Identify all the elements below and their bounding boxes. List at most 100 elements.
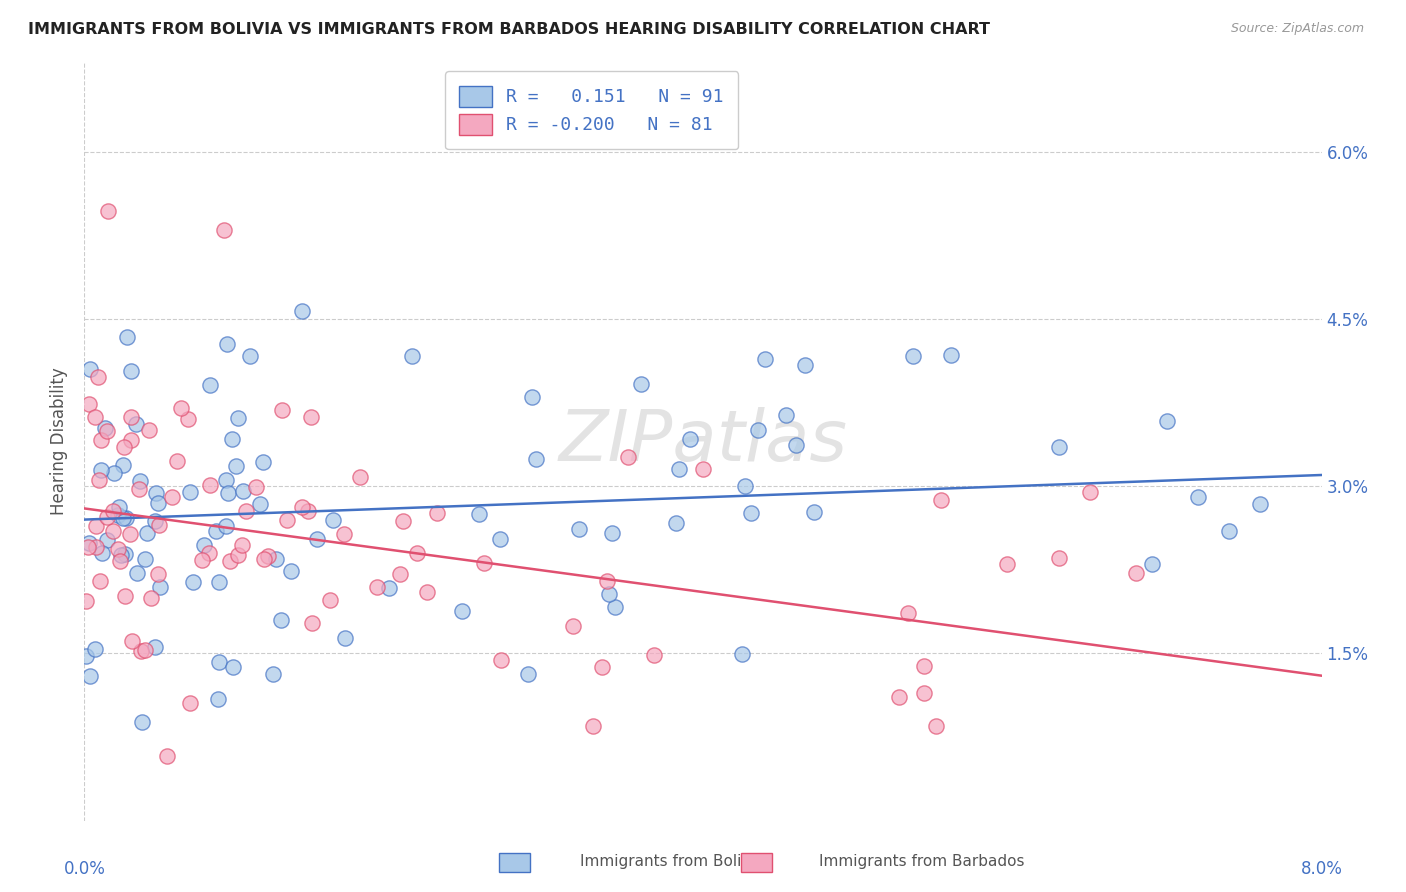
Y-axis label: Hearing Disability: Hearing Disability: [51, 368, 69, 516]
Point: [149, 580, 172, 594]
Point: [134, 643, 156, 657]
Point: [644, 648, 666, 662]
Point: [785, 438, 807, 452]
Point: [96, 533, 118, 548]
Point: [1047, 441, 1070, 455]
Point: [740, 506, 762, 520]
Point: [596, 574, 619, 588]
Point: [668, 461, 690, 475]
Point: [218, 554, 240, 568]
Point: [91, 546, 114, 560]
Point: [245, 480, 267, 494]
Point: [115, 511, 138, 525]
Point: [77, 540, 100, 554]
Point: [134, 552, 156, 566]
Point: [603, 599, 626, 614]
Point: [103, 524, 125, 538]
Point: [472, 556, 495, 570]
Point: [84, 409, 107, 424]
Point: [939, 348, 962, 362]
Point: [128, 483, 150, 497]
Point: [253, 551, 276, 566]
Point: [96, 424, 118, 438]
Point: [630, 376, 652, 391]
Point: [146, 496, 169, 510]
Point: [270, 613, 292, 627]
Point: [77, 397, 100, 411]
Point: [1156, 414, 1178, 428]
Point: [179, 484, 201, 499]
Point: [205, 524, 228, 538]
Point: [488, 532, 510, 546]
Point: [401, 349, 423, 363]
Point: [115, 330, 138, 344]
Point: [332, 527, 354, 541]
Point: [617, 450, 640, 464]
Point: [114, 589, 136, 603]
Point: [169, 401, 191, 415]
Point: [146, 566, 169, 581]
Point: [235, 504, 257, 518]
Point: [333, 631, 356, 645]
Point: [1047, 550, 1070, 565]
Point: [207, 692, 229, 706]
Point: [79, 669, 101, 683]
Point: [887, 690, 910, 705]
Point: [392, 514, 415, 528]
Point: [83, 641, 105, 656]
Point: [120, 526, 142, 541]
Point: [226, 411, 249, 425]
Point: [256, 549, 278, 563]
Point: [366, 580, 388, 594]
Point: [87, 473, 110, 487]
Point: [276, 513, 298, 527]
Point: [568, 522, 591, 536]
Point: [79, 535, 101, 549]
Point: [389, 567, 412, 582]
Point: [107, 508, 129, 523]
Point: [217, 486, 239, 500]
Point: [177, 412, 200, 426]
Point: [249, 497, 271, 511]
Point: [1218, 524, 1240, 538]
Point: [143, 514, 166, 528]
Point: [145, 485, 167, 500]
Point: [280, 564, 302, 578]
Point: [291, 304, 314, 318]
Point: [111, 458, 134, 472]
Point: [731, 648, 754, 662]
Text: ZIPatlas: ZIPatlas: [558, 407, 848, 476]
Point: [591, 660, 613, 674]
Point: [108, 554, 131, 568]
Point: [803, 505, 825, 519]
Point: [319, 593, 342, 607]
Point: [75, 594, 97, 608]
Point: [1187, 490, 1209, 504]
Point: [378, 581, 401, 595]
Point: [679, 433, 702, 447]
Text: Immigrants from Bolivia: Immigrants from Bolivia: [541, 854, 765, 869]
Point: [301, 616, 323, 631]
Point: [75, 648, 97, 663]
Point: [114, 547, 136, 561]
Point: [349, 470, 371, 484]
Point: [129, 643, 152, 657]
Point: [103, 467, 125, 481]
Point: [1078, 485, 1101, 500]
Point: [426, 507, 449, 521]
Point: [129, 474, 152, 488]
Point: [90, 462, 112, 476]
Point: [754, 351, 776, 366]
Point: [112, 511, 135, 525]
Point: [262, 666, 284, 681]
Point: [467, 507, 489, 521]
Point: [747, 423, 769, 437]
Point: [107, 541, 129, 556]
Point: [212, 223, 235, 237]
Text: 0.0%: 0.0%: [63, 860, 105, 878]
Point: [516, 666, 538, 681]
Point: [912, 686, 935, 700]
Point: [793, 359, 815, 373]
Point: [215, 337, 238, 351]
Point: [896, 606, 918, 620]
